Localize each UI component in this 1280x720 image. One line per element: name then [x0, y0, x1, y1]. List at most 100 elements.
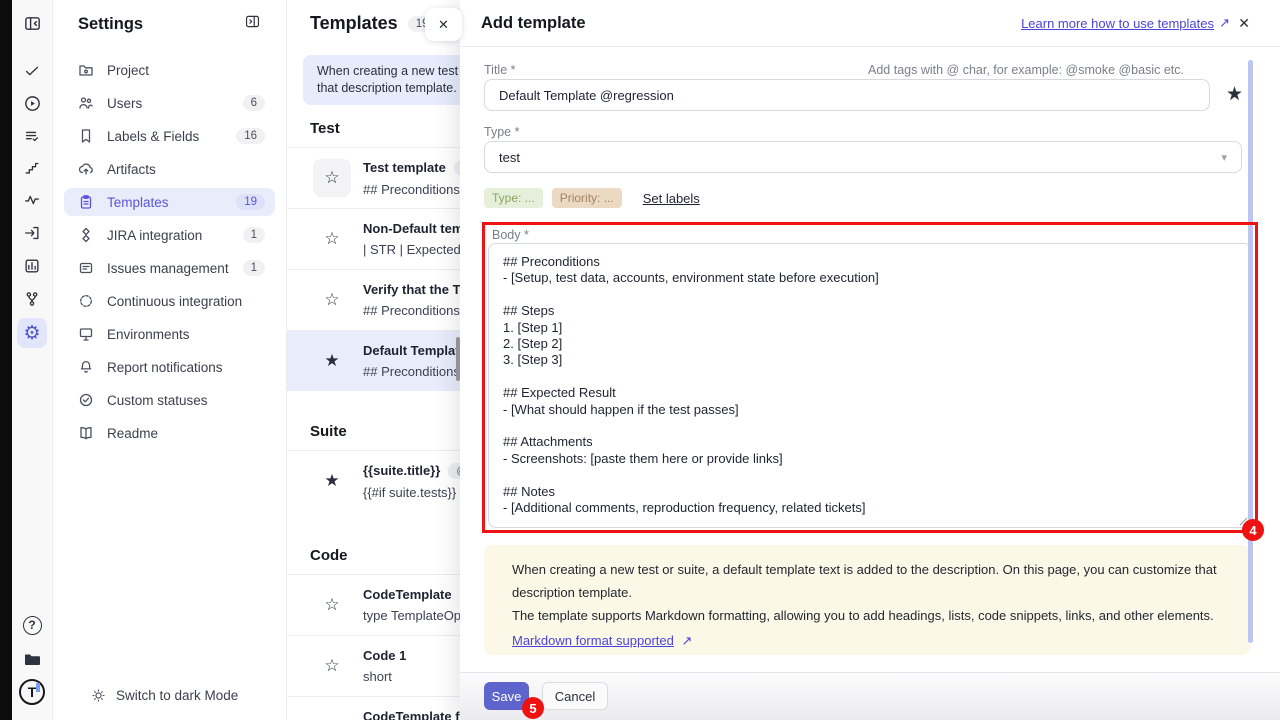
sidebar-item-project[interactable]: Project	[64, 56, 275, 84]
star-outline-icon[interactable]: ☆	[324, 229, 340, 248]
sun-icon	[92, 689, 105, 702]
templates-list-panel: Templates 19 When creating a new test or…	[287, 0, 460, 720]
sidebar-item-users[interactable]: Users 6	[64, 89, 275, 117]
templates-panel-title: Templates	[310, 13, 398, 33]
count-badge: 1	[242, 227, 265, 243]
star-outline-icon[interactable]: ☆	[324, 656, 340, 675]
users-icon	[79, 97, 93, 109]
save-button[interactable]: Save	[484, 682, 529, 710]
monitor-icon	[79, 328, 93, 341]
app-logo[interactable]: T	[17, 677, 47, 707]
runs-icon[interactable]	[17, 88, 47, 118]
cancel-button[interactable]: Cancel	[542, 682, 608, 710]
app-icon-rail: ⚙ ? T	[12, 0, 53, 720]
external-link-icon: ↗	[1219, 15, 1230, 30]
exit-login-icon[interactable]	[17, 218, 47, 248]
sidebar-item-custom-statuses[interactable]: Custom statuses	[64, 386, 275, 414]
body-textarea[interactable]: ## Preconditions - [Setup, test data, ac…	[488, 243, 1252, 528]
count-badge: 1	[242, 260, 265, 276]
annotation-badge-5: 5	[522, 697, 544, 719]
star-filled-icon[interactable]: ★	[324, 471, 340, 490]
sidebar-title: Settings	[78, 14, 144, 33]
type-select[interactable]: test ▾	[484, 141, 1242, 173]
favorite-star-icon[interactable]: ★	[1226, 84, 1244, 105]
drawer-side-close-button[interactable]: ✕	[425, 8, 462, 41]
template-list-item-selected[interactable]: ★ Default Template ## Preconditions -	[287, 330, 460, 391]
badge-seal-icon	[80, 295, 92, 307]
settings-nav: Project Users 6 Labels & Fields 16 Artif…	[64, 56, 275, 452]
steps-icon[interactable]	[17, 153, 47, 183]
template-list-item[interactable]: ☆ Verify that the Toggle ## Precondition…	[287, 269, 460, 330]
markdown-supported-link[interactable]: Markdown format supported	[512, 633, 674, 648]
external-link-icon: ↗	[681, 633, 693, 648]
sidebar-item-artifacts[interactable]: Artifacts	[64, 155, 275, 183]
sidebar-item-jira-integration[interactable]: JIRA integration 1	[64, 221, 275, 249]
jira-icon	[82, 227, 90, 243]
settings-sidebar: Settings Project Users 6 Labels & Fields…	[53, 0, 287, 720]
star-outline-icon[interactable]: ☆	[324, 290, 340, 309]
sidebar-item-templates[interactable]: Templates 19	[64, 188, 275, 216]
star-outline-icon[interactable]: ☆	[324, 595, 340, 614]
bell-icon	[80, 360, 92, 373]
clipboard-icon	[80, 195, 92, 209]
template-list-item[interactable]: ★ {{suite.title}}@smoke {{#if suite.test…	[287, 450, 460, 511]
template-list-item[interactable]: ☆ Non-Default template | STR | Expected …	[287, 208, 460, 269]
drawer-close-button[interactable]: ✕	[1238, 15, 1250, 31]
test-list-icon[interactable]	[17, 121, 47, 151]
learn-more-link[interactable]: Learn more how to use templates	[1021, 16, 1214, 31]
body-field-label: Body *	[492, 228, 529, 242]
settings-gear-icon[interactable]: ⚙	[17, 318, 47, 348]
section-title-code: Code	[310, 547, 348, 564]
issue-card-icon	[79, 262, 93, 274]
type-field-label: Type *	[484, 125, 520, 139]
priority-label-chip[interactable]: Priority: ...	[551, 188, 622, 208]
checks-icon[interactable]	[17, 56, 47, 86]
sidebar-item-continuous-integration[interactable]: Continuous integration	[64, 287, 275, 315]
type-label-chip[interactable]: Type: ...	[484, 188, 543, 208]
bookmark-icon	[81, 129, 91, 143]
dark-mode-label: Switch to dark Mode	[116, 688, 239, 703]
star-filled-icon[interactable]: ★	[324, 351, 340, 370]
projects-folder-icon[interactable]	[17, 644, 47, 674]
check-circle-icon	[79, 393, 93, 407]
sidebar-item-issues-management[interactable]: Issues management 1	[64, 254, 275, 282]
templates-info-banner: When creating a new test or suite, a def…	[303, 55, 460, 105]
sidebar-collapse-icon[interactable]	[244, 13, 261, 35]
template-list-item[interactable]: ☆ Test template@regression ## Preconditi…	[287, 147, 460, 208]
section-title-test: Test	[310, 120, 340, 137]
set-labels-link[interactable]: Set labels	[642, 190, 700, 206]
cloud-upload-icon	[78, 163, 93, 175]
count-badge: 16	[236, 128, 265, 144]
help-icon[interactable]: ?	[17, 610, 47, 640]
sidebar-item-readme[interactable]: Readme	[64, 419, 275, 447]
templates-scrollbar[interactable]	[456, 337, 460, 381]
drawer-footer: Save Cancel	[460, 672, 1280, 720]
template-info-box: When creating a new test or suite, a def…	[484, 545, 1250, 655]
template-list-item[interactable]: ☆ CodeTemplate type TemplateOptions	[287, 574, 460, 635]
count-badge: 19	[236, 194, 265, 210]
reports-chart-icon[interactable]	[17, 251, 47, 281]
book-icon	[80, 427, 92, 440]
section-title-suite: Suite	[310, 423, 347, 440]
tag-badge: @smoke	[448, 462, 460, 479]
template-list-item[interactable]: ☆ Code 1 short	[287, 635, 460, 696]
dark-mode-toggle[interactable]: Switch to dark Mode	[90, 687, 238, 704]
title-input[interactable]	[484, 79, 1210, 111]
branch-icon[interactable]	[17, 284, 47, 314]
folder-gear-icon	[79, 65, 93, 76]
count-badge: 6	[242, 95, 265, 111]
panel-toggle-icon[interactable]	[17, 8, 47, 38]
template-list-item-partial[interactable]: CodeTemplate f	[287, 696, 460, 720]
sidebar-item-report-notifications[interactable]: Report notifications	[64, 353, 275, 381]
window-edge-strip	[0, 0, 12, 720]
add-template-drawer: Add template Learn more how to use templ…	[460, 0, 1280, 720]
activity-icon[interactable]	[17, 185, 47, 215]
sidebar-item-environments[interactable]: Environments	[64, 320, 275, 348]
sidebar-item-labels-fields[interactable]: Labels & Fields 16	[64, 122, 275, 150]
chevron-down-icon: ▾	[1221, 151, 1227, 164]
star-outline-icon[interactable]: ☆	[313, 159, 351, 197]
drawer-scrollbar[interactable]	[1248, 60, 1253, 643]
drawer-title: Add template	[481, 13, 586, 32]
title-field-label: Title *	[484, 63, 516, 77]
tag-badge: @regression	[453, 159, 460, 176]
